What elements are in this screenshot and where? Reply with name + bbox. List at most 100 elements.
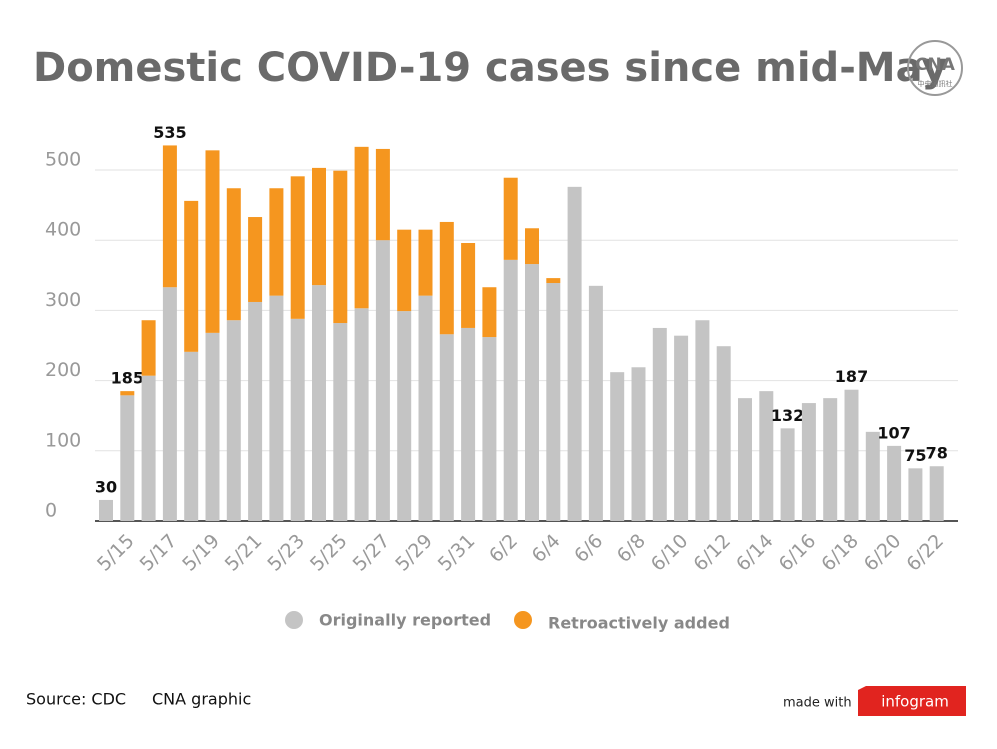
bar-segment [865,431,880,521]
bar-segment [290,176,305,319]
x-tick-label: 6/22 [902,530,948,576]
bar-segment [823,398,838,521]
total-label: 132 [771,406,804,425]
legend-swatch [285,611,303,629]
bar-segment [397,311,412,521]
bar-segment [780,428,795,521]
bar-segment [141,375,156,521]
x-tick-label: 6/2 [485,530,522,567]
x-tick-label: 6/4 [528,530,565,567]
total-label: 187 [835,367,868,386]
y-tick-label: 0 [45,500,57,522]
bar-segment [631,367,646,521]
bar-segment [141,320,156,376]
bar-segment [695,320,710,521]
bar-segment [482,287,497,338]
bar-segment [588,285,603,521]
bar-segment [333,323,348,521]
logo-ring [907,40,963,96]
bar-segment [354,308,369,521]
legend-label: Retroactively added [548,614,730,633]
bar-segment [439,334,454,521]
bar-segment [482,337,497,521]
bar-segment [269,188,284,296]
bar-segment [333,170,348,324]
logo-sub: 中央通訊社 [918,79,953,88]
bar-segment [844,389,859,521]
x-tick-label: 6/16 [775,530,821,576]
bar-segment [312,285,326,521]
x-tick-label: 5/15 [93,530,139,576]
bar-segment [120,395,135,521]
source: Source: CDC [26,690,126,709]
x-tick-label: 5/25 [306,530,352,576]
bar-segment [418,295,433,521]
bar-segment [461,327,476,521]
bar-segment [290,318,305,521]
bar-segment [397,229,412,312]
bar-segment [525,228,539,265]
bar-segment [652,327,667,521]
y-tick-label: 400 [45,219,81,241]
bar-segment [610,372,625,521]
y-tick-label: 500 [45,149,81,171]
bar-segment [375,148,390,241]
bar-segment [674,335,689,521]
bar-segment [205,150,220,333]
bar-segment [354,146,369,309]
x-tick-label: 5/17 [136,530,182,576]
bar-segment [716,346,731,521]
x-tick-label: 6/14 [732,530,778,576]
bar-segment [908,468,923,521]
brand: infogram [881,693,949,711]
bar-segment [546,283,561,521]
bar-segment [801,403,816,521]
total-label: 75 [904,446,926,465]
chart-title: Domestic COVID-19 cases since mid-May [33,45,947,91]
legend-label: Originally reported [319,611,491,630]
legend-swatch [514,611,532,629]
bar-segment [418,229,433,296]
bar-segment [162,145,177,288]
x-tick-label: 5/23 [263,530,309,576]
x-tick-label: 5/21 [221,530,267,576]
x-tick-label: 6/12 [689,530,735,576]
bar-segment [226,188,241,321]
bar-segment [248,217,263,302]
x-tick-label: 6/18 [817,530,863,576]
bar-segment [184,351,199,521]
bar-segment [738,398,752,521]
bar-segment [184,200,199,352]
made-with: made with [783,696,852,711]
y-tick-label: 100 [45,429,81,451]
total-label: 535 [153,123,186,142]
bar-segment [546,278,561,284]
bar-segment [99,499,113,521]
bar-segment [226,320,241,521]
bar-segment [269,295,284,521]
total-label: 185 [111,369,144,388]
x-tick-label: 6/8 [613,530,650,567]
bar-segment [503,259,518,521]
logo: CNA [915,55,956,75]
x-tick-label: 5/29 [391,530,437,576]
total-label: 30 [95,477,117,496]
total-label: 107 [877,423,910,442]
bar-segment [759,391,774,521]
x-tick-label: 5/27 [349,530,395,576]
bar-segment [375,240,390,521]
bar-segment [120,391,135,396]
bar-segment [461,243,476,328]
total-label: 78 [926,444,948,463]
x-tick-label: 6/6 [570,530,607,567]
bar-segment [525,264,539,521]
y-tick-label: 300 [45,289,81,311]
bar-segment [248,301,263,521]
bar-segment [887,445,902,521]
x-tick-label: 6/20 [860,530,906,576]
bar-segment [205,332,220,521]
bar-segment [503,177,518,260]
y-tick-label: 200 [45,359,81,381]
bar-segment [162,287,177,521]
